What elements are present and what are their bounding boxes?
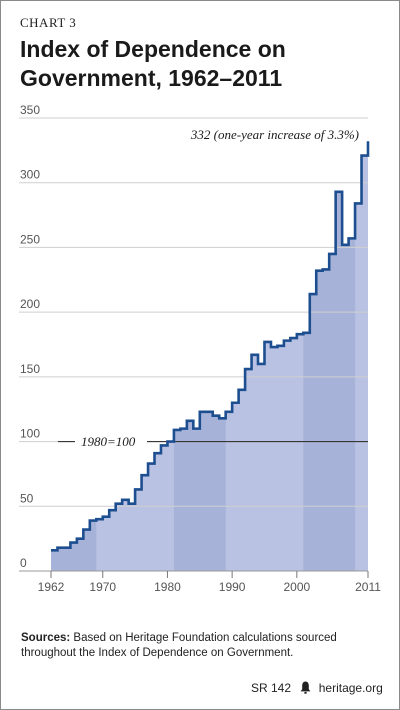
- chart-title-line-2: Government, 1962–2011: [20, 65, 283, 91]
- shaded-band-3: [303, 141, 356, 571]
- x-tick-label-1990: 1990: [219, 580, 246, 594]
- reference-line-group: 1980=100: [58, 433, 368, 450]
- y-tick-label-300: 300: [20, 168, 40, 182]
- chart-title-line-1: Index of Dependence on: [20, 36, 286, 62]
- series-line: [51, 141, 370, 552]
- shaded-band-2: [173, 141, 226, 571]
- series-line-group: [51, 141, 370, 552]
- x-axis-ticks: 1962 1970 1980 1990 2000 2011: [38, 571, 381, 594]
- shaded-band-1: [51, 141, 97, 571]
- sources-text: Based on Heritage Foundation calculation…: [21, 632, 337, 659]
- y-tick-label-350: 350: [20, 103, 40, 117]
- sources-note: Sources: Based on Heritage Foundation ca…: [21, 631, 386, 661]
- reference-label: 1980=100: [81, 434, 136, 449]
- y-axis-ticks: 0 50 100 150 200 250 300 350: [20, 103, 40, 570]
- x-tick-label-2011: 2011: [355, 580, 381, 594]
- y-tick-label-150: 150: [20, 362, 40, 376]
- chart-title: Index of Dependence on Government, 1962–…: [20, 35, 390, 93]
- sources-label: Sources:: [21, 632, 71, 644]
- y-tick-label-50: 50: [20, 491, 34, 505]
- x-tick-label-1980: 1980: [154, 580, 181, 594]
- latest-value-annotation: 332 (one-year increase of 3.3%): [190, 127, 359, 142]
- y-tick-label-250: 250: [20, 232, 40, 246]
- reference-label-background: [75, 433, 147, 450]
- y-tick-label-200: 200: [20, 297, 40, 311]
- x-tick-label-1970: 1970: [89, 580, 116, 594]
- report-id: SR 142: [251, 681, 292, 695]
- chart-number-label: CHART 3: [20, 15, 77, 30]
- liberty-bell-icon: [300, 681, 311, 694]
- site-name: heritage.org: [318, 681, 383, 695]
- x-tick-label-2000: 2000: [283, 580, 310, 594]
- x-tick-label-1962: 1962: [38, 580, 65, 594]
- area-fill: [51, 141, 368, 572]
- footer: SR 142 heritage.org: [251, 681, 391, 695]
- y-tick-label-100: 100: [20, 427, 40, 441]
- area-fill-shape: [51, 141, 368, 572]
- shaded-bands: [51, 141, 356, 571]
- y-tick-label-0: 0: [20, 556, 27, 570]
